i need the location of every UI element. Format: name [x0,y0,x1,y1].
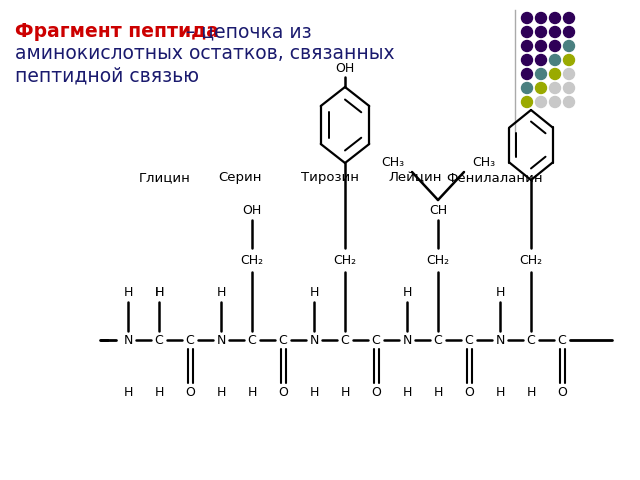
Text: H: H [247,385,257,398]
Text: CH₃: CH₃ [381,156,404,168]
Text: H: H [495,286,505,299]
Circle shape [563,55,575,65]
Text: O: O [278,385,288,398]
Circle shape [550,40,561,51]
Text: H: H [495,385,505,398]
Circle shape [522,69,532,80]
Text: C: C [372,334,380,347]
Circle shape [522,96,532,108]
Circle shape [536,26,547,37]
Text: CH₂: CH₂ [426,253,449,266]
Text: H: H [403,286,412,299]
Text: H: H [309,286,319,299]
Text: CH: CH [429,204,447,216]
Text: CH₂: CH₂ [333,253,356,266]
Text: – цепочка из: – цепочка из [180,22,312,41]
Text: C: C [465,334,474,347]
Text: Тирозин: Тирозин [301,171,359,184]
Text: H: H [216,286,226,299]
Text: N: N [124,334,132,347]
Text: OH: OH [243,204,262,216]
Text: H: H [154,286,164,299]
Circle shape [536,40,547,51]
Circle shape [563,96,575,108]
Text: Глицин: Глицин [139,171,191,184]
Text: CH₂: CH₂ [241,253,264,266]
Text: C: C [155,334,163,347]
Text: N: N [495,334,505,347]
Circle shape [563,83,575,94]
Text: CH₂: CH₂ [520,253,543,266]
Text: C: C [248,334,257,347]
Text: H: H [309,385,319,398]
Circle shape [563,40,575,51]
Text: H: H [154,385,164,398]
Circle shape [536,69,547,80]
Circle shape [522,83,532,94]
Text: H: H [124,385,132,398]
Text: Лейцин: Лейцин [388,171,442,184]
Circle shape [536,55,547,65]
Circle shape [536,12,547,24]
Text: O: O [557,385,567,398]
Text: пептидной связью: пептидной связью [15,66,199,85]
Text: H: H [403,385,412,398]
Circle shape [563,26,575,37]
Circle shape [550,83,561,94]
Circle shape [550,12,561,24]
Text: H: H [216,385,226,398]
Text: C: C [527,334,536,347]
Text: H: H [124,286,132,299]
Text: N: N [309,334,319,347]
Circle shape [550,96,561,108]
Text: CH₃: CH₃ [472,156,495,168]
Text: аминокислотных остатков, связанных: аминокислотных остатков, связанных [15,44,395,63]
Circle shape [522,40,532,51]
Circle shape [536,96,547,108]
Text: H: H [340,385,349,398]
Text: C: C [434,334,442,347]
Text: O: O [185,385,195,398]
Text: N: N [403,334,412,347]
Text: H: H [433,385,443,398]
Circle shape [550,55,561,65]
Text: O: O [371,385,381,398]
Circle shape [550,26,561,37]
Circle shape [550,69,561,80]
Text: C: C [340,334,349,347]
Text: OH: OH [335,62,355,75]
Circle shape [522,12,532,24]
Text: Фрагмент пептида: Фрагмент пептида [15,22,219,41]
Circle shape [563,12,575,24]
Text: N: N [216,334,226,347]
Text: C: C [278,334,287,347]
Text: Серин: Серин [218,171,262,184]
Text: C: C [557,334,566,347]
Text: Фенилаланин: Фенилаланин [447,171,543,184]
Circle shape [522,55,532,65]
Text: O: O [464,385,474,398]
Circle shape [563,69,575,80]
Text: H: H [154,286,164,299]
Circle shape [522,26,532,37]
Circle shape [536,83,547,94]
Text: H: H [526,385,536,398]
Text: C: C [186,334,195,347]
